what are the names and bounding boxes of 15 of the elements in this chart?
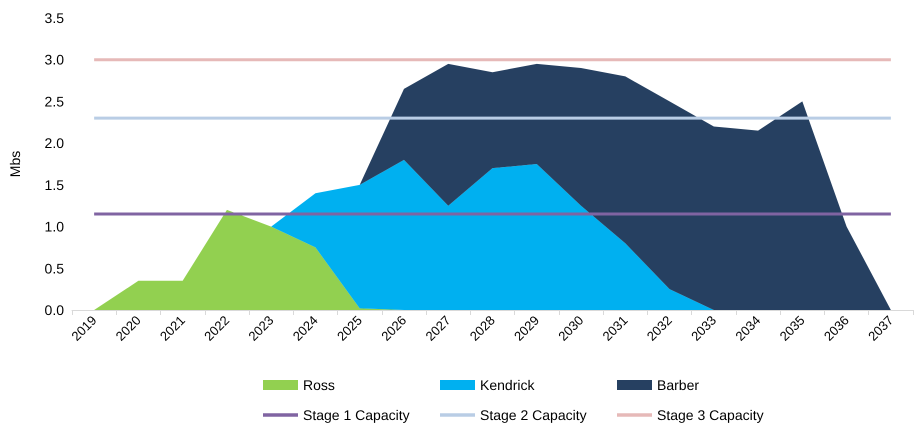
legend-label: Ross (303, 377, 335, 393)
y-tick-label: 0.0 (44, 302, 64, 318)
y-tick-label: 1.5 (44, 176, 64, 193)
legend-label: Kendrick (480, 377, 536, 393)
legend-label: Stage 1 Capacity (303, 407, 410, 423)
legend-label: Barber (657, 377, 700, 393)
y-tick-label: 2.0 (44, 135, 64, 152)
y-tick-label: 1.0 (44, 218, 64, 235)
y-tick-label: 3.0 (44, 52, 64, 68)
y-tick-label: 3.5 (44, 10, 64, 26)
y-axis-title: Mbs (7, 150, 23, 178)
legend-label: Stage 2 Capacity (480, 407, 587, 423)
y-tick-label: 2.5 (44, 93, 64, 110)
legend-label: Stage 3 Capacity (657, 407, 764, 423)
y-tick-label: 0.5 (44, 260, 64, 276)
